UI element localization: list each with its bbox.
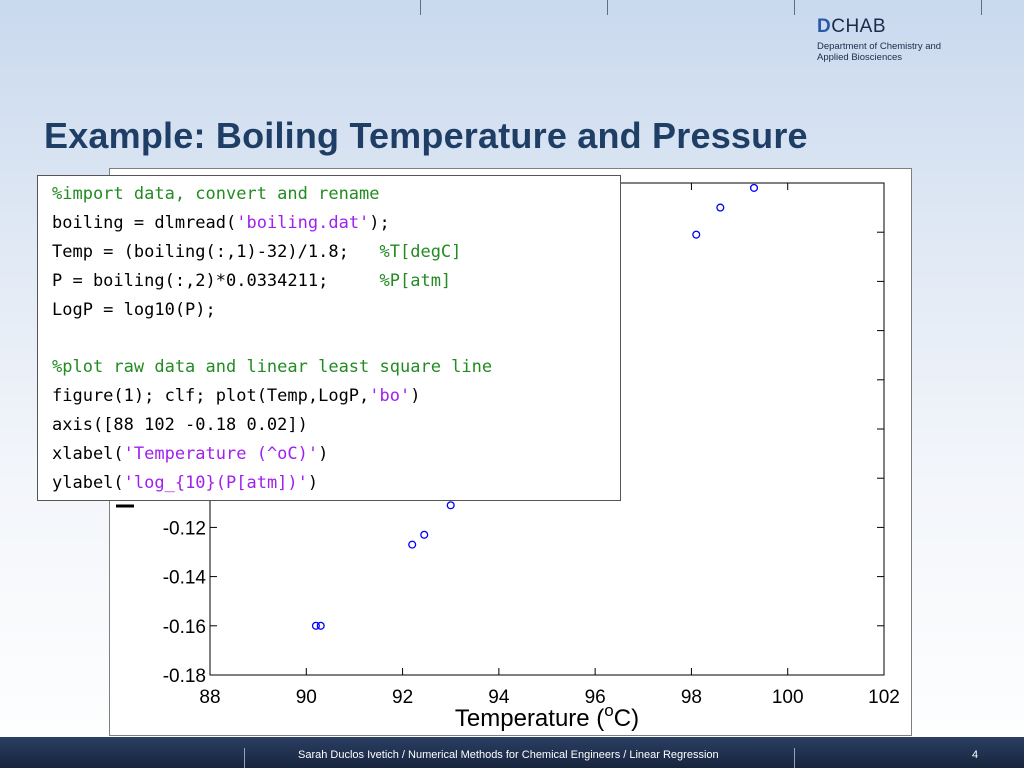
code-comment-token: %T[degC]	[379, 241, 462, 262]
matlab-code-box: %import data, convert and rename boiling …	[37, 175, 621, 501]
data-point	[749, 183, 759, 192]
code-normal-token: )	[307, 472, 319, 493]
code-string-token: 'log_{10}(P[atm])'	[123, 472, 308, 493]
code-line: ylabel('log_{10}(P[atm])')	[52, 469, 620, 498]
code-normal-token: axis([88 102 -0.18 0.02])	[52, 415, 308, 436]
logo-subtitle-line1: Department of Chemistry and	[817, 41, 942, 52]
data-point	[311, 621, 320, 630]
data-point	[420, 530, 429, 539]
code-normal-token: );	[369, 212, 390, 233]
code-normal-token: P = boiling(:,2)*0.0334211;	[52, 270, 380, 291]
x-tick-label: 94	[488, 687, 510, 708]
code-normal-token: LogP = log10(P);	[52, 299, 216, 320]
code-comment-token: %import data, convert and rename	[52, 184, 380, 204]
y-tick-label: -0.16	[163, 617, 206, 638]
x-tick-label: 96	[585, 687, 606, 708]
code-comment-token: %P[atm]	[379, 270, 452, 291]
logo-subtitle-line2: Applied Biosciences	[817, 52, 903, 63]
code-string-token: 'boiling.dat'	[236, 212, 370, 233]
y-tick-label: -0.12	[163, 518, 206, 539]
code-normal-token: Temp = (boiling(:,1)-32)/1.8;	[52, 241, 380, 262]
footer-bar	[0, 737, 1024, 768]
data-point	[446, 501, 455, 510]
code-string-token: 'Temperature (^oC)'	[123, 444, 319, 465]
x-axis-label-suffix: C)	[614, 705, 639, 732]
x-axis-label-superscript: o	[604, 701, 613, 720]
logo-wordmark: DCHAB	[817, 16, 941, 38]
code-normal-token: xlabel(	[52, 444, 124, 465]
code-normal-token: figure(1); clf; plot(Temp,LogP,	[52, 386, 370, 407]
slide-title: Example: Boiling Temperature and Pressur…	[44, 115, 808, 156]
x-tick-label: 92	[392, 687, 413, 708]
header-divider	[981, 0, 982, 15]
footer-divider	[794, 748, 795, 768]
x-axis-label: Temperature (oC)	[455, 701, 639, 732]
code-line: boiling = dlmread('boiling.dat');	[52, 209, 620, 238]
code-line: %import data, convert and rename	[52, 180, 620, 209]
code-line: LogP = log10(P);	[52, 296, 620, 325]
header-divider	[420, 0, 421, 15]
data-point	[316, 621, 325, 630]
footer-credit: Sarah Duclos Ivetich / Numerical Methods…	[298, 749, 719, 761]
y-tick-label: -0.18	[163, 666, 206, 687]
code-string-token: 'bo'	[369, 386, 411, 407]
data-point	[716, 203, 725, 212]
page-number: 4	[972, 749, 979, 761]
code-line: %plot raw data and linear least square l…	[52, 353, 620, 382]
code-line: P = boiling(:,2)*0.0334211; %P[atm]	[52, 267, 620, 296]
code-normal-token: )	[318, 444, 329, 465]
logo-rest: CHAB	[831, 16, 887, 37]
code-normal-token: ylabel(	[52, 472, 124, 493]
x-tick-label: 102	[868, 687, 900, 708]
code-normal-token: boiling = dlmread(	[52, 212, 237, 233]
x-tick-label: 90	[296, 687, 317, 708]
footer-divider	[244, 748, 245, 768]
x-tick-label: 98	[681, 687, 702, 708]
header-divider	[607, 0, 608, 15]
y-tick-label: -0.14	[163, 568, 207, 589]
data-point	[408, 540, 417, 549]
code-line: Temp = (boiling(:,1)-32)/1.8; %T[degC]	[52, 238, 620, 267]
code-comment-token: %plot raw data and linear least square l…	[52, 357, 493, 378]
code-line: figure(1); clf; plot(Temp,LogP,'bo')	[52, 382, 620, 411]
logo-initial: D	[817, 16, 832, 37]
x-axis-label-text: Temperature (	[455, 705, 604, 732]
code-normal-token: )	[410, 386, 421, 407]
header-divider	[794, 0, 795, 15]
x-tick-label: 88	[199, 687, 220, 708]
code-line: xlabel('Temperature (^oC)')	[52, 440, 620, 469]
code-line: axis([88 102 -0.18 0.02])	[52, 411, 620, 440]
code-line	[52, 324, 620, 353]
dchab-logo: DCHAB Department of Chemistry and Applie…	[817, 16, 941, 63]
x-tick-label: 100	[772, 687, 804, 708]
data-point	[692, 230, 701, 239]
